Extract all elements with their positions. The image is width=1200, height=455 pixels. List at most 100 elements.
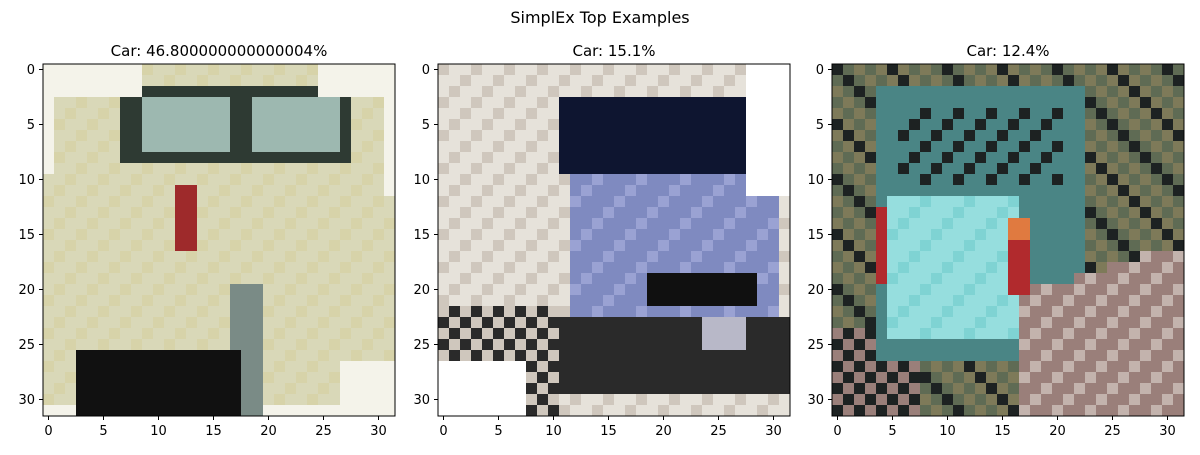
pixel-cell bbox=[832, 207, 844, 219]
pixel-cell bbox=[898, 218, 910, 230]
pixel-cell bbox=[1019, 240, 1031, 252]
pixel-cell bbox=[768, 141, 780, 153]
pixel-cell bbox=[559, 328, 571, 340]
pixel-cell bbox=[351, 383, 363, 395]
pixel-cell bbox=[230, 64, 242, 76]
pixel-cell bbox=[65, 240, 77, 252]
pixel-cell bbox=[1063, 130, 1075, 142]
pixel-cell bbox=[779, 262, 791, 274]
pixel-cell bbox=[362, 229, 374, 241]
pixel-cell bbox=[592, 108, 604, 120]
pixel-cell bbox=[898, 350, 910, 362]
pixel-cell bbox=[438, 328, 450, 340]
pixel-cell bbox=[1008, 97, 1020, 109]
pixel-cell bbox=[843, 174, 855, 186]
pixel-cell bbox=[362, 119, 374, 131]
pixel-cell bbox=[1052, 97, 1064, 109]
pixel-cell bbox=[702, 196, 714, 208]
pixel-cell bbox=[898, 119, 910, 131]
pixel-cell bbox=[1019, 86, 1031, 98]
pixel-cell bbox=[647, 97, 659, 109]
pixel-cell bbox=[876, 75, 888, 87]
pixel-cell bbox=[449, 207, 461, 219]
pixel-cell bbox=[43, 97, 55, 109]
pixel-cell bbox=[230, 141, 242, 153]
pixel-cell bbox=[942, 405, 954, 417]
pixel-cell bbox=[384, 306, 396, 318]
pixel-cell bbox=[854, 75, 866, 87]
pixel-cell bbox=[54, 284, 66, 296]
pixel-cell bbox=[1140, 383, 1152, 395]
pixel-cell bbox=[669, 185, 681, 197]
pixel-cell bbox=[658, 328, 670, 340]
pixel-cell bbox=[1173, 328, 1185, 340]
pixel-cell bbox=[1074, 163, 1086, 175]
pixel-cell bbox=[603, 108, 615, 120]
pixel-cell bbox=[559, 273, 571, 285]
pixel-cell bbox=[329, 130, 341, 142]
pixel-cell bbox=[1030, 240, 1042, 252]
pixel-cell bbox=[43, 119, 55, 131]
pixel-cell bbox=[832, 163, 844, 175]
pixel-cell bbox=[964, 284, 976, 296]
pixel-cell bbox=[757, 141, 769, 153]
pixel-cell bbox=[702, 119, 714, 131]
pixel-cell bbox=[1030, 163, 1042, 175]
pixel-cell bbox=[471, 108, 483, 120]
pixel-cell bbox=[186, 284, 198, 296]
pixel-cell bbox=[263, 328, 275, 340]
pixel-cell bbox=[1063, 229, 1075, 241]
pixel-cell bbox=[975, 119, 987, 131]
pixel-cell bbox=[647, 328, 659, 340]
pixel-cell bbox=[208, 284, 220, 296]
pixel-cell bbox=[329, 405, 341, 417]
pixel-cell bbox=[1107, 119, 1119, 131]
pixel-cell bbox=[680, 339, 692, 351]
pixel-cell bbox=[559, 262, 571, 274]
pixel-cell bbox=[1096, 86, 1108, 98]
pixel-cell bbox=[713, 251, 725, 263]
pixel-cell bbox=[898, 97, 910, 109]
pixel-cell bbox=[909, 97, 921, 109]
pixel-cell bbox=[362, 273, 374, 285]
pixel-cell bbox=[460, 273, 472, 285]
pixel-cell bbox=[1140, 130, 1152, 142]
pixel-cell bbox=[942, 119, 954, 131]
pixel-cell bbox=[504, 361, 516, 373]
pixel-cell bbox=[87, 405, 99, 417]
pixel-cell bbox=[318, 130, 330, 142]
pixel-cell bbox=[702, 317, 714, 329]
pixel-cell bbox=[1096, 262, 1108, 274]
pixel-cell bbox=[526, 361, 538, 373]
pixel-cell bbox=[920, 174, 932, 186]
pixel-cell bbox=[614, 229, 626, 241]
pixel-cell bbox=[592, 185, 604, 197]
pixel-cell bbox=[757, 273, 769, 285]
pixel-cell bbox=[537, 130, 549, 142]
pixel-cell bbox=[702, 130, 714, 142]
pixel-cell bbox=[636, 339, 648, 351]
pixel-cell bbox=[975, 108, 987, 120]
pixel-cell bbox=[942, 317, 954, 329]
pixel-cell bbox=[504, 163, 516, 175]
pixel-cell bbox=[865, 229, 877, 241]
pixel-cell bbox=[548, 262, 560, 274]
pixel-cell bbox=[1096, 218, 1108, 230]
pixel-cell bbox=[876, 141, 888, 153]
pixel-cell bbox=[504, 383, 516, 395]
pixel-cell bbox=[1008, 273, 1020, 285]
pixel-cell bbox=[54, 174, 66, 186]
pixel-cell bbox=[931, 240, 943, 252]
pixel-cell bbox=[515, 328, 527, 340]
pixel-cell bbox=[197, 97, 209, 109]
pixel-cell bbox=[1151, 405, 1163, 417]
pixel-cell bbox=[920, 152, 932, 164]
pixel-cell bbox=[1118, 130, 1130, 142]
pixel-cell bbox=[975, 163, 987, 175]
pixel-cell bbox=[120, 152, 132, 164]
pixel-cell bbox=[548, 339, 560, 351]
pixel-cell bbox=[504, 64, 516, 76]
pixel-cell bbox=[340, 174, 352, 186]
pixel-cell bbox=[625, 394, 637, 406]
pixel-cell bbox=[131, 295, 143, 307]
